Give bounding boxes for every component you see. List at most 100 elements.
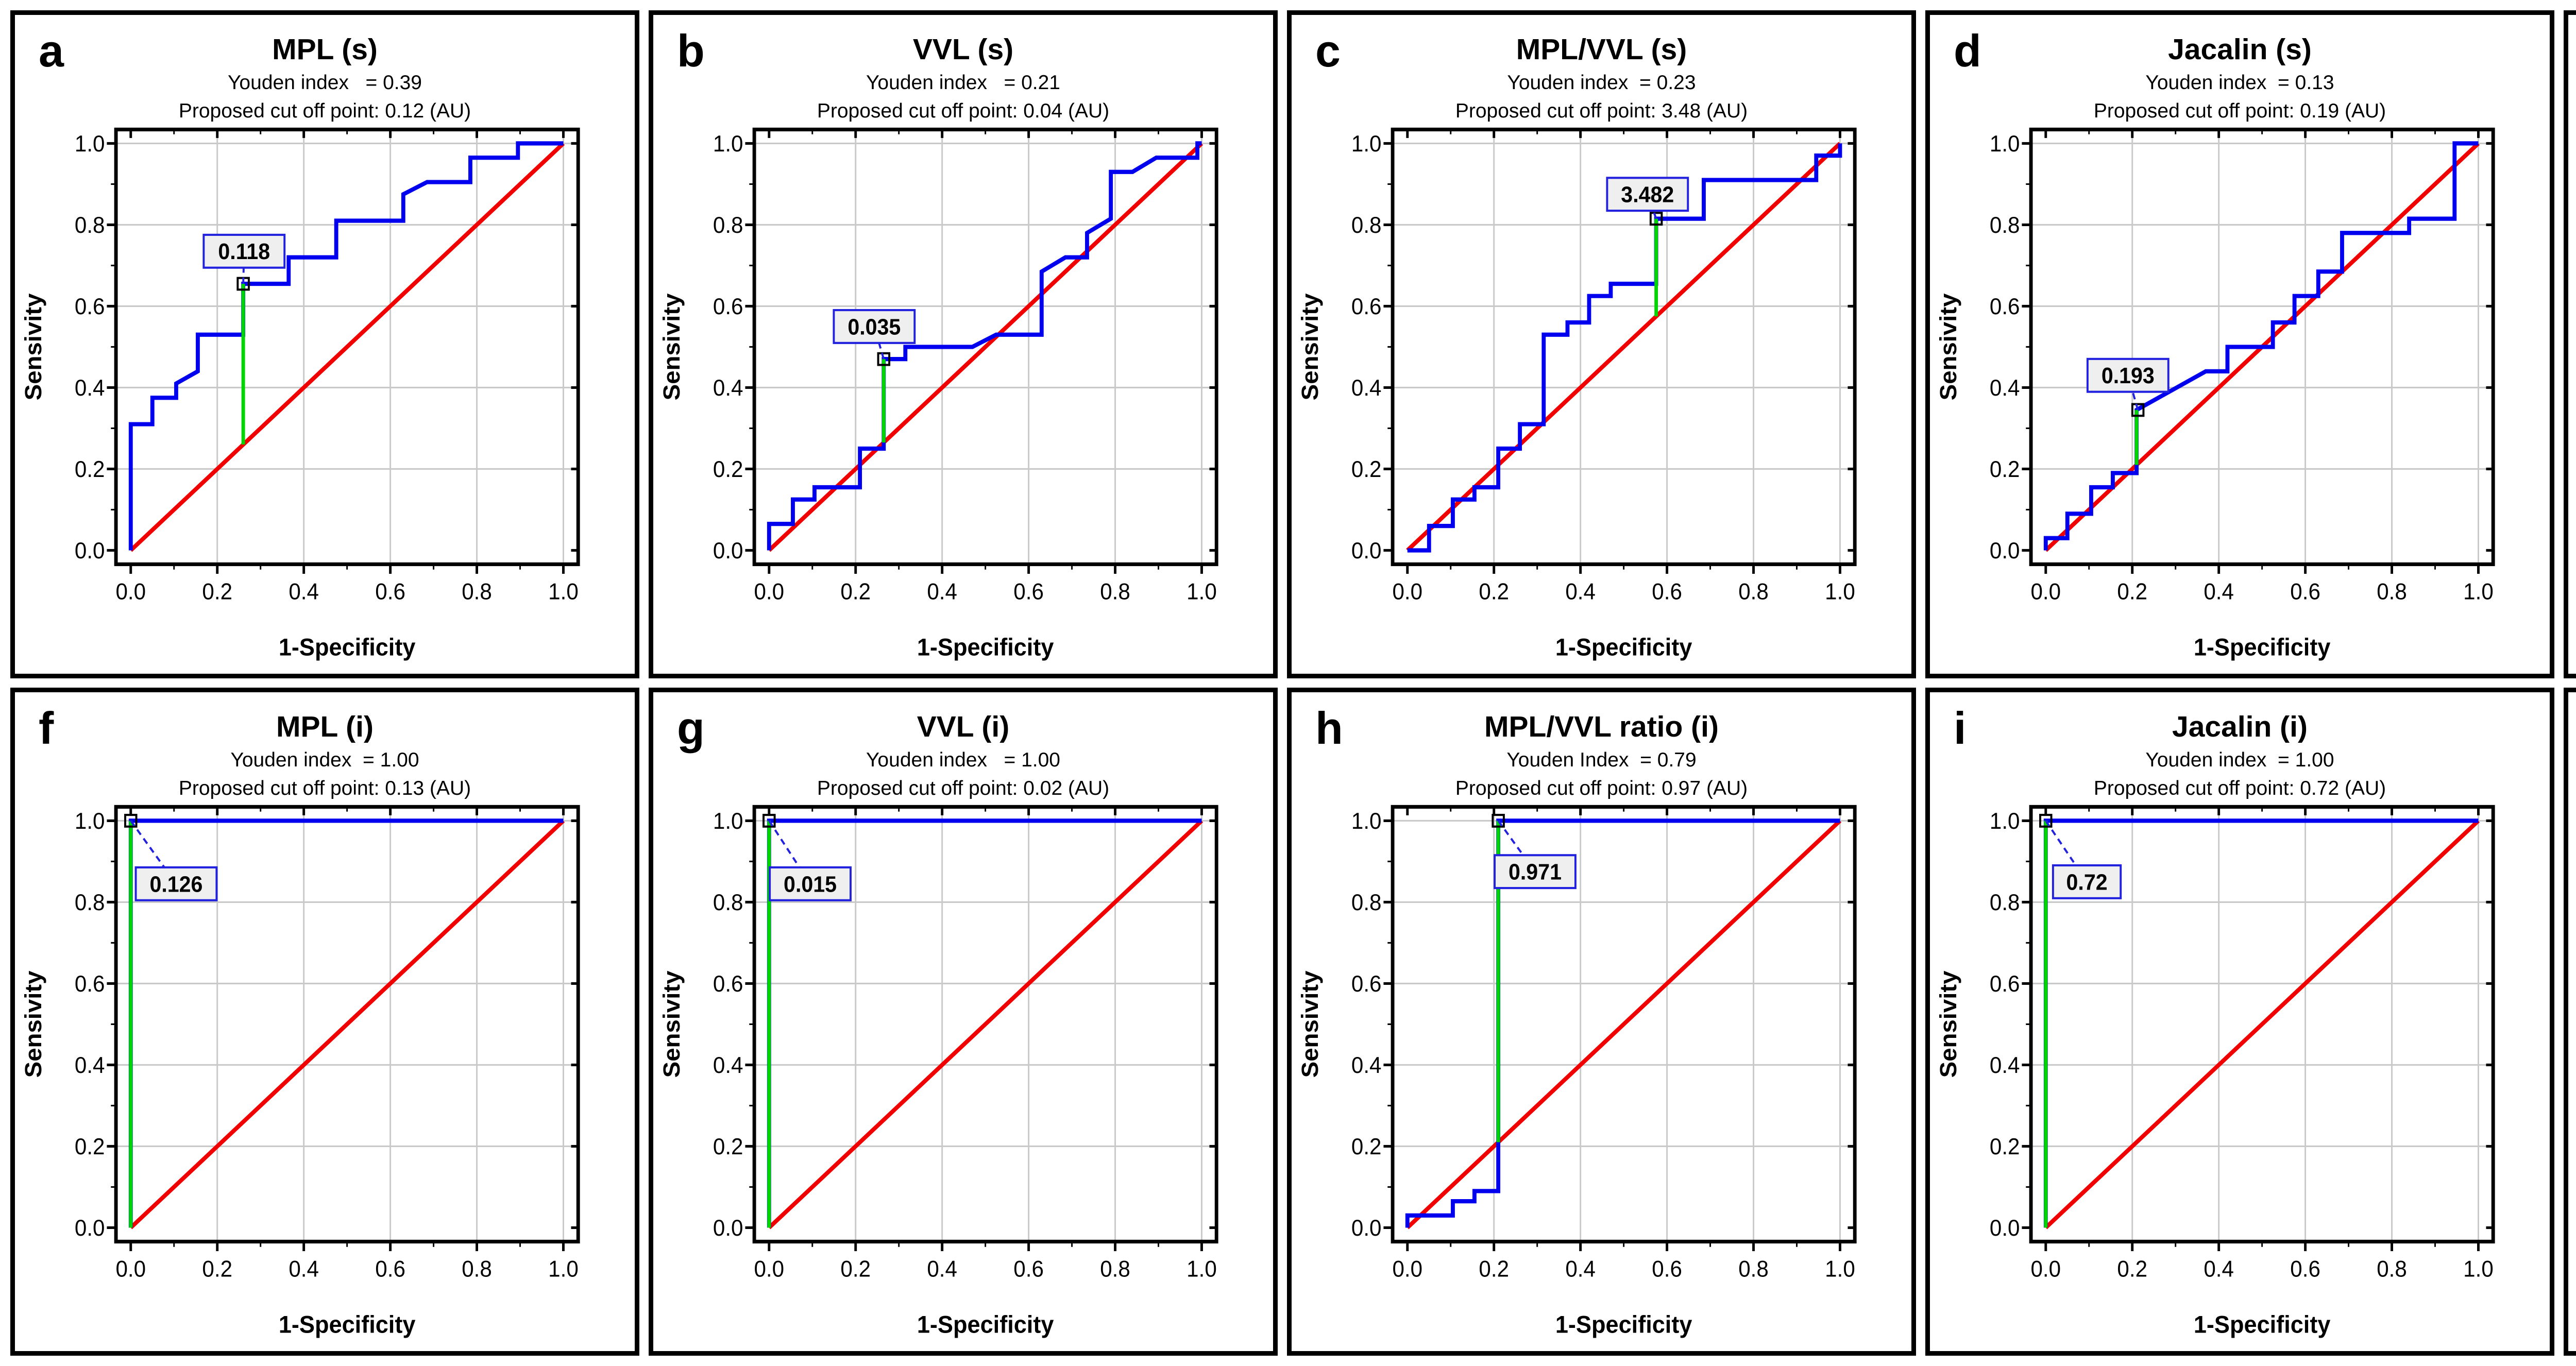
y-tick-label: 0.0 (1351, 538, 1382, 564)
x-tick-label: 1.0 (2463, 579, 2494, 605)
y-tick-label: 0.6 (75, 971, 105, 997)
y-tick-label: 0.2 (713, 1134, 743, 1159)
annotation-box (1606, 177, 1689, 212)
panel-j: j PHA-L (i) Youden index = 1.00 Proposed… (2564, 688, 2576, 1356)
y-tick-label: 0.6 (713, 971, 743, 997)
x-tick-label: 0.8 (1100, 579, 1130, 605)
y-tick-label: 0.2 (713, 457, 743, 482)
y-tick-label: 0.6 (1990, 971, 2020, 997)
y-tick-label: 0.8 (1351, 890, 1382, 915)
x-tick-label: 0.2 (840, 579, 871, 605)
panel-cutoff-text: Proposed cut off point: 0.17 (AU) (2568, 778, 2576, 800)
annotation-box (2086, 358, 2170, 394)
annotation-connector (130, 820, 177, 885)
roc-plot: 0.00.20.40.60.81.00.00.20.40.60.81.01-Sp… (2573, 294, 2576, 401)
x-tick-label: 0.0 (754, 1257, 784, 1282)
x-tick-label: 0.2 (1479, 579, 1509, 605)
panel-cutoff-text: Proposed cut off point: 0.13 (AU) (178, 777, 471, 799)
annotation-label: 0.971 (1509, 860, 1562, 884)
y-axis-label: Sensivity (20, 294, 46, 401)
y-tick-label: 1.0 (713, 809, 743, 834)
x-tick-label: 0.6 (2290, 1257, 2320, 1282)
annotation-connector (2045, 820, 2088, 883)
panel-youden-index: Youden index = 1.00 (2568, 749, 2576, 772)
x-tick-label: 0.0 (1392, 1257, 1422, 1282)
x-tick-label: 0.4 (2204, 579, 2234, 605)
y-axis-label: Sensivity (1935, 294, 1961, 401)
panel-youden-index: Youden index = 0.23 (1507, 71, 1696, 94)
panel-f: f MPL (i) Youden index = 1.00 Proposed c… (10, 688, 639, 1356)
y-tick-label: 0.8 (713, 890, 743, 915)
panel-cutoff-text: Proposed cut off point: 0.97 (AU) (1455, 777, 1748, 799)
y-axis-label: Sensivity (1935, 971, 1961, 1078)
y-tick-label: 0.4 (1351, 1053, 1382, 1078)
reference-diagonal-line (768, 142, 1204, 553)
y-tick-label: 0.8 (1990, 890, 2020, 915)
panel-a: a MPL (s) Youden index = 0.39 Proposed c… (10, 10, 639, 678)
y-tick-label: 0.2 (1990, 457, 2020, 482)
y-axis-label: Sensivity (658, 971, 685, 1078)
annotation-box (1494, 854, 1577, 890)
x-tick-label: 0.0 (754, 579, 784, 605)
panel-letter: d (1954, 25, 1981, 76)
annotation-label: 0.72 (2066, 870, 2108, 895)
cutoff-marker (877, 352, 891, 366)
reference-diagonal-line (129, 142, 565, 553)
cutoff-marker (1649, 212, 1663, 226)
y-axis-label: Sensivity (20, 971, 46, 1078)
x-tick-label: 0.8 (1100, 1257, 1130, 1282)
y-tick-label: 0.8 (713, 213, 743, 238)
cutoff-marker (2039, 814, 2053, 828)
annotation-label: 3.482 (1621, 182, 1674, 207)
panel-letter: b (677, 25, 705, 76)
annotation-box (2052, 864, 2122, 900)
y-axis-label: Sensivity (1297, 294, 1323, 401)
y-tick-label: 0.8 (75, 213, 105, 238)
x-tick-label: 0.0 (115, 579, 146, 605)
annotation-connector (768, 820, 811, 885)
y-axis-label: Sensivity (2573, 971, 2576, 1078)
x-axis-label: 1-Specificity (279, 634, 416, 661)
y-tick-label: 0.4 (1990, 375, 2020, 401)
annotation-label: 0.015 (784, 872, 837, 897)
y-tick-label: 1.0 (1351, 131, 1382, 157)
y-tick-label: 0.4 (75, 375, 105, 401)
panel-letter: a (39, 25, 64, 76)
x-tick-label: 0.6 (1652, 1257, 1682, 1282)
roc-curve (128, 141, 564, 551)
x-tick-label: 0.6 (1013, 1257, 1044, 1282)
panel-title: PHA-L (i) (2568, 711, 2576, 743)
panel-cutoff-text: Proposed cut off point: 0.19 (AU) (2093, 99, 2386, 122)
panel-youden-index: Youden index = 0.21 (866, 71, 1060, 94)
x-tick-label: 0.4 (289, 579, 319, 605)
reference-diagonal-line (2044, 819, 2480, 1230)
y-tick-label: 1.0 (713, 131, 743, 157)
cutoff-marker (124, 814, 138, 828)
annotation-box (134, 866, 218, 902)
y-axis-label: Sensivity (2573, 294, 2576, 401)
y-tick-label: 0.2 (75, 457, 105, 482)
y-tick-label: 1.0 (75, 131, 105, 157)
x-tick-label: 0.8 (2377, 579, 2407, 605)
roc-curve (1407, 143, 1842, 553)
annotation-connector (2127, 375, 2139, 411)
y-tick-label: 1.0 (1990, 131, 2020, 157)
panel-youden-index: Youden index = 1.00 (866, 748, 1060, 771)
x-tick-label: 0.6 (375, 579, 405, 605)
panel-title: PHA-L (s) (2568, 33, 2576, 66)
panel-title: Jacalin (s) (2168, 33, 2312, 66)
y-tick-label: 0.2 (75, 1134, 105, 1159)
y-tick-label: 0.0 (713, 538, 743, 564)
y-tick-label: 0.4 (1351, 375, 1382, 401)
annotation-label: 0.118 (218, 240, 270, 264)
x-tick-label: 0.2 (2117, 579, 2147, 605)
x-tick-label: 1.0 (1825, 1257, 1855, 1282)
x-tick-label: 1.0 (1187, 1257, 1217, 1282)
panel-youden-index: Youden Index = 0.79 (1506, 748, 1697, 771)
x-tick-label: 0.4 (927, 1257, 957, 1282)
y-tick-label: 0.8 (75, 890, 105, 915)
